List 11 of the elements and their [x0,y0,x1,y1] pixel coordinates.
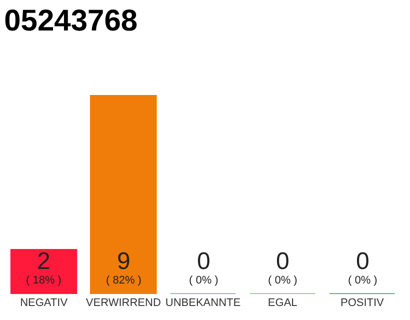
x-tick-label: EGAL [268,297,298,309]
x-tick-label: VERWIRREND [86,297,161,309]
x-tick-label: NEGATIV [20,297,68,309]
chart-title: 05243768 [4,4,138,38]
x-tick-label: UNBEKANNTE [165,297,241,309]
x-tick-label: POSITIV [340,297,385,309]
data-label: 0 ( 0% ) [189,248,218,286]
data-label: 2 ( 18% ) [26,248,62,286]
data-label: 9 ( 82% ) [106,248,142,286]
data-label: 0 ( 0% ) [348,248,378,286]
data-label: 0 ( 0% ) [268,248,298,286]
